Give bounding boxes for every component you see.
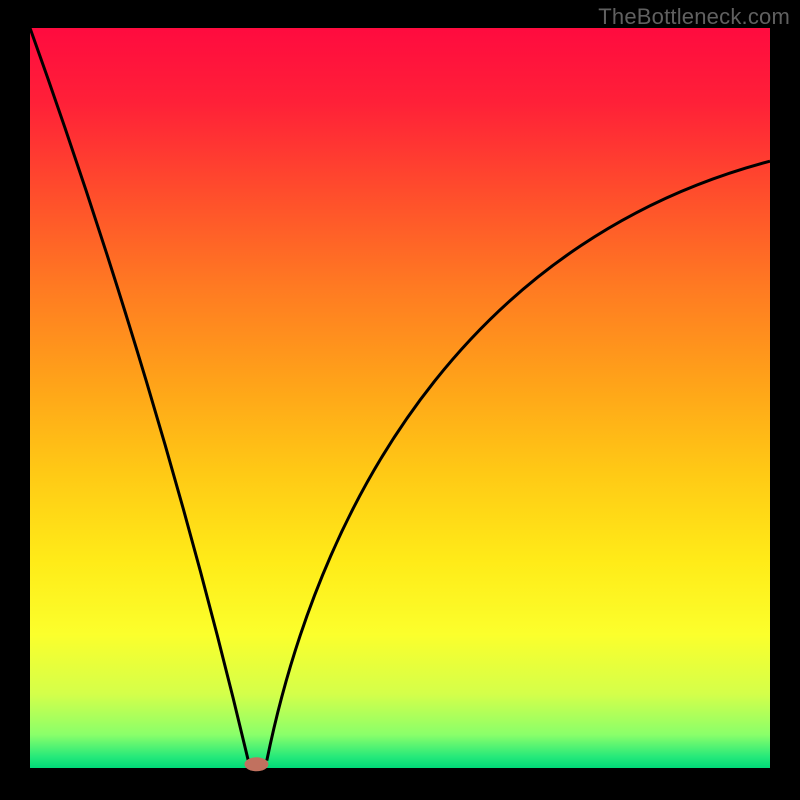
watermark-text: TheBottleneck.com [598, 4, 790, 30]
chart-container: TheBottleneck.com [0, 0, 800, 800]
bottleneck-chart [0, 0, 800, 800]
plot-background [30, 28, 770, 768]
minimum-point-marker [244, 757, 268, 771]
